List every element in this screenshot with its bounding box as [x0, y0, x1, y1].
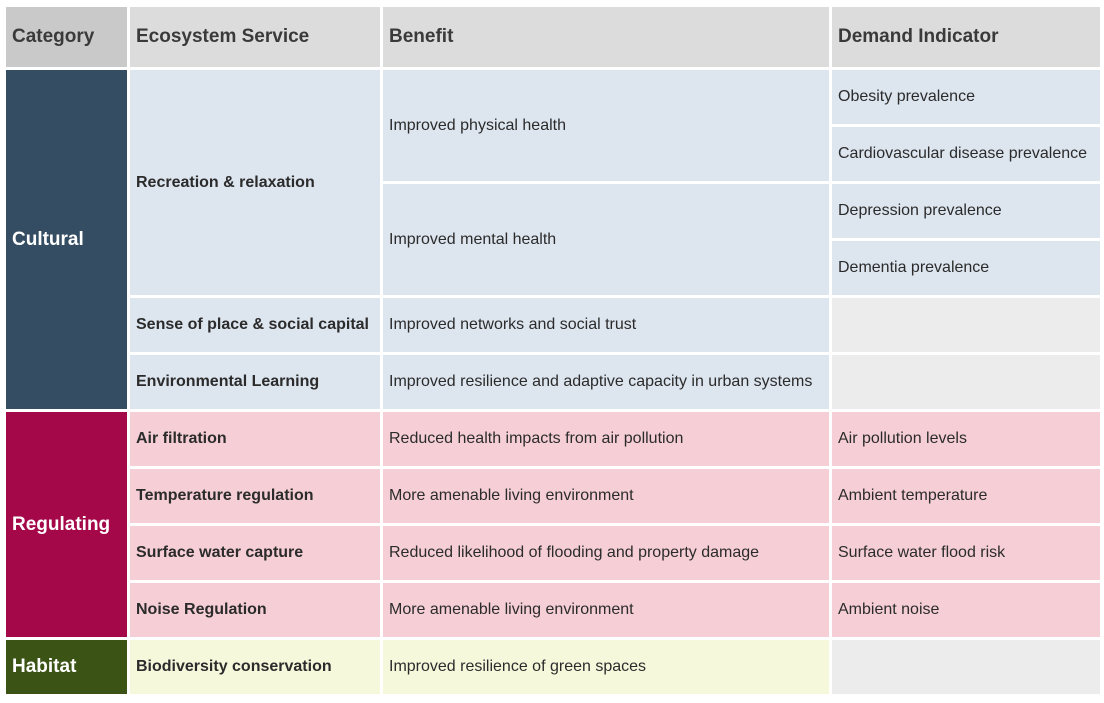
header-ecosystem-service: Ecosystem Service [130, 7, 380, 67]
category-cell-regulating: Regulating [6, 412, 127, 637]
table-row: Dementia prevalence [6, 241, 1100, 295]
benefit-cell: Improved mental health [383, 184, 829, 295]
header-category: Category [6, 7, 127, 67]
indicator-cell: Ambient temperature [832, 469, 1100, 523]
service-cell: Noise Regulation [130, 583, 380, 637]
ecosystem-services-table-wrapper: Category Ecosystem Service Benefit Deman… [3, 4, 1103, 697]
service-cell: Environmental Learning [130, 355, 380, 409]
indicator-cell: Dementia prevalence [832, 241, 1100, 295]
ecosystem-services-table: Category Ecosystem Service Benefit Deman… [3, 4, 1103, 697]
indicator-cell: Obesity prevalence [832, 70, 1100, 124]
service-cell: Biodiversity conservation [130, 640, 380, 694]
header-demand-indicator: Demand Indicator [832, 7, 1100, 67]
service-cell: Temperature regulation [130, 469, 380, 523]
service-cell: Recreation & relaxation [130, 70, 380, 295]
table-row: Surface water capture Reduced likelihood… [6, 526, 1100, 580]
category-cell-cultural: Cultural [6, 70, 127, 409]
indicator-cell-empty [832, 298, 1100, 352]
indicator-cell: Ambient noise [832, 583, 1100, 637]
benefit-cell: Improved networks and social trust [383, 298, 829, 352]
table-row: Regulating Air filtration Reduced health… [6, 412, 1100, 637]
indicator-cell: Surface water flood risk [832, 526, 1100, 580]
table-row: Noise Regulation More amenable living en… [6, 583, 1100, 637]
service-cell: Surface water capture [130, 526, 380, 580]
indicator-cell-empty [832, 355, 1100, 409]
benefit-cell: Improved resilience and adaptive capacit… [383, 355, 829, 409]
benefit-cell: Improved resilience of green spaces [383, 640, 829, 694]
benefit-cell: More amenable living environment [383, 469, 829, 523]
header-row: Category Ecosystem Service Benefit Deman… [6, 7, 1100, 67]
service-cell: Air filtration [130, 412, 380, 466]
table-row: Environmental Learning Improved resilien… [6, 355, 1100, 409]
table-row: Cardiovascular disease prevalence [6, 127, 1100, 181]
benefit-cell: More amenable living environment [383, 583, 829, 637]
table-row: Cultural Recreation & relaxation Improve… [6, 70, 1100, 409]
indicator-cell-empty [832, 640, 1100, 694]
table-row: Sense of place & social capital Improved… [6, 298, 1100, 352]
indicator-cell: Cardiovascular disease prevalence [832, 127, 1100, 181]
benefit-cell: Reduced health impacts from air pollutio… [383, 412, 829, 466]
category-cell-habitat: Habitat [6, 640, 127, 694]
indicator-cell: Air pollution levels [832, 412, 1100, 466]
service-cell: Sense of place & social capital [130, 298, 380, 352]
table-row: Habitat Biodiversity conservation Improv… [6, 640, 1100, 694]
table-row: Temperature regulation More amenable liv… [6, 469, 1100, 523]
benefit-cell: Reduced likelihood of flooding and prope… [383, 526, 829, 580]
indicator-cell: Depression prevalence [832, 184, 1100, 238]
header-benefit: Benefit [383, 7, 829, 67]
benefit-cell: Improved physical health [383, 70, 829, 181]
table-row: Improved mental health Depression preval… [6, 184, 1100, 295]
